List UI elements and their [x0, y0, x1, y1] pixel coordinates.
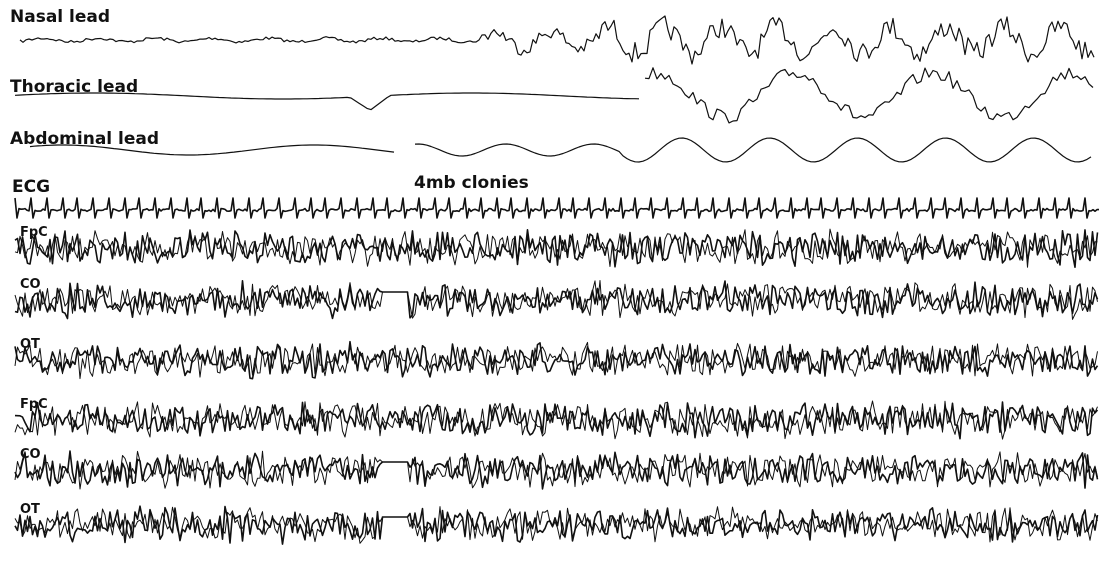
- channel-label: CO: [20, 277, 41, 292]
- annotation: 4mb clonies: [414, 173, 529, 193]
- ecg-label: ECG: [12, 177, 50, 197]
- thoracic-trace: [644, 67, 1094, 124]
- nasal-label: Nasal lead: [10, 7, 110, 27]
- eeg-trace: [14, 228, 1098, 268]
- ecg-trace: [14, 197, 1099, 219]
- thoracic-trace: [14, 92, 640, 111]
- eeg-trace: [14, 400, 1098, 440]
- channel-label: FpC: [20, 225, 48, 240]
- eeg-trace: [14, 506, 1098, 544]
- thoracic-label: Thoracic lead: [10, 77, 138, 97]
- channel-label: OT: [20, 502, 40, 517]
- abdominal-label: Abdominal lead: [10, 129, 159, 149]
- eeg-trace: [14, 280, 1098, 320]
- eeg-trace: [14, 450, 1099, 490]
- eeg-trace: [14, 505, 1099, 545]
- abdominal-trace: [29, 144, 395, 156]
- eeg-trace: [14, 341, 1098, 380]
- eeg-trace: [14, 450, 1098, 490]
- nasal-trace: [19, 15, 1095, 65]
- abdominal-trace: [414, 137, 1092, 163]
- channel-label: FpC: [20, 397, 48, 412]
